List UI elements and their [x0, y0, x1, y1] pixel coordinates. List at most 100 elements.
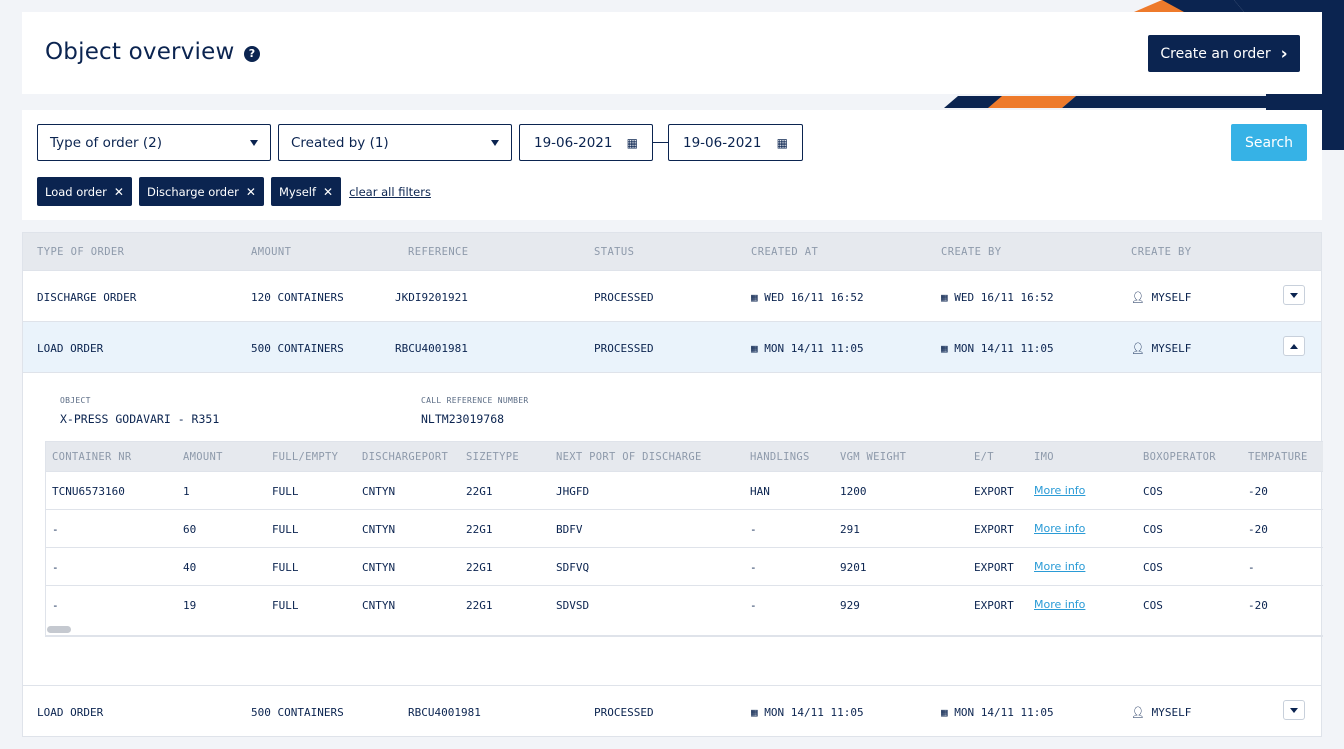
close-icon[interactable]: ✕ [245, 184, 256, 199]
chip-label: Myself [278, 184, 317, 199]
close-icon[interactable]: ✕ [113, 184, 124, 199]
close-icon[interactable]: ✕ [323, 184, 334, 199]
cell-temperature: - [1248, 561, 1255, 574]
more-info-link[interactable]: More info [1034, 598, 1086, 611]
more-info-link[interactable]: More info [1034, 522, 1086, 535]
chip-label: Discharge order [146, 184, 239, 199]
calendar-icon: ▦ [941, 291, 955, 304]
calendar-icon: ▦ [941, 342, 955, 355]
create-order-label: Create an order [1160, 45, 1271, 62]
expand-row-button[interactable] [1283, 285, 1305, 305]
created-at-value: WED 16/11 16:52 [764, 291, 864, 304]
chevron-down-icon [250, 139, 258, 146]
cell-dischargeport: CNTYN [362, 485, 396, 498]
column-header[interactable]: SIZETYPE [466, 451, 519, 463]
chevron-down-icon [1290, 292, 1298, 298]
cell-reference: RBCU4001981 [395, 342, 468, 355]
object-label: OBJECT [60, 396, 91, 405]
page-header: Object overview ? Create an order › [22, 12, 1322, 94]
cell-boxoperator: COS [1143, 599, 1163, 612]
cell-created-by-date: ▦ MON 14/11 11:05 [941, 342, 1054, 355]
cell-vgm-weight: 929 [840, 599, 860, 612]
cell-amount: 500 CONTAINERS [251, 706, 344, 719]
user-icon: 👤︎ [1131, 291, 1152, 304]
active-filter-chips: Load order ✕ Discharge order ✕ Myself ✕ … [37, 177, 431, 206]
column-header[interactable]: E/T [974, 451, 994, 463]
column-header[interactable]: IMO [1034, 451, 1054, 463]
cell-full-empty: FULL [272, 561, 299, 574]
cell-status: PROCESSED [594, 706, 654, 719]
cell-handlings: HAN [750, 485, 770, 498]
column-header[interactable]: CREATE BY [1131, 246, 1192, 258]
calendar-icon: ▦ [751, 342, 765, 355]
cell-sizetype: 22G1 [466, 523, 493, 536]
table-row[interactable]: LOAD ORDER 500 CONTAINERS RBCU4001981 PR… [23, 321, 1321, 372]
call-reference-value: NLTM23019768 [421, 412, 505, 426]
cell-temperature: -20 [1248, 485, 1268, 498]
column-header[interactable]: CREATED AT [751, 246, 819, 258]
date-from-field[interactable]: 19-06-2021 ▦ [519, 124, 653, 161]
cell-handlings: - [750, 523, 757, 536]
create-order-button[interactable]: Create an order › [1148, 35, 1300, 72]
column-header[interactable]: HANDLINGS [750, 451, 810, 463]
cell-temperature: -20 [1248, 599, 1268, 612]
table-row[interactable]: DISCHARGE ORDER 120 CONTAINERS JKDI92019… [23, 270, 1321, 321]
cell-next-port: SDFVQ [556, 561, 590, 574]
table-row[interactable]: LOAD ORDER 500 CONTAINERS RBCU4001981 PR… [23, 685, 1321, 736]
cell-next-port: BDFV [556, 523, 583, 536]
cell-vgm-weight: 1200 [840, 485, 867, 498]
calendar-icon: ▦ [941, 706, 955, 719]
orders-table: TYPE OF ORDER AMOUNT REFERENCE STATUS CR… [22, 232, 1323, 737]
page-title: Object overview [45, 39, 235, 65]
type-of-order-select[interactable]: Type of order (2) [37, 124, 271, 161]
cell-boxoperator: COS [1143, 561, 1163, 574]
cell-handlings: - [750, 599, 757, 612]
expand-row-button[interactable] [1283, 700, 1305, 720]
cell-user: 👤︎ MYSELF [1131, 342, 1191, 355]
collapse-row-button[interactable] [1283, 336, 1305, 356]
chip-label: Load order [45, 184, 107, 199]
cell-amount: 1 [183, 485, 190, 498]
filter-chip-load-order[interactable]: Load order ✕ [37, 177, 132, 206]
help-icon[interactable]: ? [244, 46, 260, 62]
cell-container-nr: - [52, 523, 59, 536]
column-header[interactable]: CONTAINER NR [52, 451, 132, 463]
calendar-icon: ▦ [776, 135, 788, 150]
column-header[interactable]: VGM WEIGHT [840, 451, 907, 463]
cell-status: PROCESSED [594, 342, 654, 355]
created-by-date-value: WED 16/11 16:52 [954, 291, 1054, 304]
column-header[interactable]: TYPE OF ORDER [37, 246, 125, 258]
date-to-field[interactable]: 19-06-2021 ▦ [668, 124, 803, 161]
column-header[interactable]: AMOUNT [251, 246, 292, 258]
cell-amount: 60 [183, 523, 197, 536]
search-button[interactable]: Search [1231, 124, 1307, 161]
column-header[interactable]: NEXT PORT OF DISCHARGE [556, 451, 702, 463]
filter-chip-myself[interactable]: Myself ✕ [270, 177, 342, 206]
cell-created-at: ▦ WED 16/11 16:52 [751, 291, 864, 304]
filter-chip-discharge-order[interactable]: Discharge order ✕ [138, 177, 264, 206]
cell-temperature: -20 [1248, 523, 1268, 536]
column-header[interactable]: DISCHARGEPORT [362, 451, 449, 463]
container-table-divider [45, 636, 1323, 637]
column-header[interactable]: FULL/EMPTY [272, 451, 339, 463]
more-info-link[interactable]: More info [1034, 484, 1086, 497]
more-info-link[interactable]: More info [1034, 560, 1086, 573]
clear-all-filters-link[interactable]: clear all filters [349, 184, 431, 199]
cell-container-nr: TCNU6573160 [52, 485, 125, 498]
column-header[interactable]: STATUS [594, 246, 635, 258]
cell-created-by-date: ▦ WED 16/11 16:52 [941, 291, 1054, 304]
date-from-value: 19-06-2021 [534, 134, 613, 151]
order-detail-panel: OBJECT X-PRESS GODAVARI - R351 CALL REFE… [23, 372, 1323, 685]
column-header[interactable]: BOXOPERATOR [1143, 451, 1216, 463]
date-range-separator [653, 142, 669, 143]
column-header[interactable]: TEMPATURE [1248, 451, 1308, 463]
horizontal-scrollbar[interactable] [47, 626, 71, 633]
created-by-select[interactable]: Created by (1) [278, 124, 512, 161]
cell-boxoperator: COS [1143, 523, 1163, 536]
column-header[interactable]: REFERENCE [408, 246, 469, 258]
calendar-icon: ▦ [626, 135, 638, 150]
column-header[interactable]: AMOUNT [183, 451, 223, 463]
container-row: TCNU6573160 1 FULL CNTYN 22G1 JHGFD HAN … [46, 471, 1323, 509]
user-icon: 👤︎ [1131, 342, 1152, 355]
column-header[interactable]: CREATE BY [941, 246, 1002, 258]
